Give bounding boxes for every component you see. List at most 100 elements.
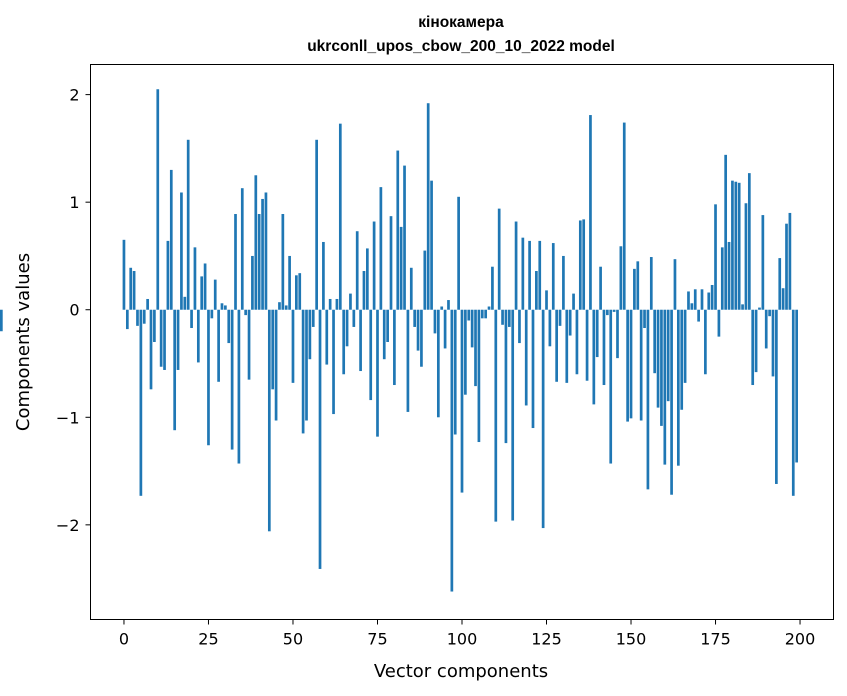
bar	[355, 231, 359, 310]
x-tick-label: 25	[198, 630, 218, 649]
bar	[264, 192, 268, 310]
bar	[295, 275, 298, 310]
bar	[416, 309, 420, 351]
bar	[234, 214, 237, 310]
bar	[633, 268, 636, 310]
bar	[379, 187, 383, 310]
bar	[575, 309, 579, 375]
bar	[227, 309, 231, 344]
bar	[507, 309, 511, 327]
x-tick-label: 100	[447, 630, 478, 649]
bar	[284, 305, 288, 310]
bar	[737, 182, 741, 310]
bar	[281, 214, 285, 310]
bar	[487, 306, 491, 310]
bar	[366, 248, 369, 310]
bar	[193, 247, 197, 310]
bar	[761, 215, 765, 310]
bar	[230, 309, 234, 450]
bar	[720, 247, 724, 310]
bar	[619, 246, 623, 310]
bar	[572, 293, 575, 310]
bar	[180, 192, 183, 310]
bar	[734, 181, 738, 310]
x-tick-label: 75	[367, 630, 387, 649]
bar	[771, 309, 775, 377]
bar	[369, 309, 373, 401]
bar	[362, 271, 366, 310]
bar	[791, 309, 795, 496]
bar	[308, 309, 312, 360]
bar	[795, 309, 798, 463]
bar	[464, 309, 467, 395]
bar	[288, 255, 291, 310]
bar	[775, 309, 778, 484]
bar	[345, 309, 349, 347]
bar	[393, 309, 396, 386]
y-axis-ticks: −2 −1 0 1 2	[56, 86, 91, 535]
bar	[136, 309, 139, 326]
bar	[132, 271, 136, 310]
bar	[210, 309, 214, 319]
bar	[396, 150, 400, 310]
bar	[565, 309, 569, 383]
bar	[338, 123, 342, 310]
bar	[457, 196, 460, 310]
bar	[433, 309, 437, 334]
bar	[153, 309, 156, 342]
bar	[501, 309, 504, 325]
bar	[538, 240, 542, 310]
bar	[788, 212, 792, 310]
bar	[349, 293, 352, 310]
bar	[589, 115, 592, 310]
bar	[342, 309, 346, 375]
bar	[278, 302, 281, 310]
bar	[511, 309, 515, 521]
bar	[244, 309, 248, 316]
bar	[666, 309, 670, 402]
bar	[653, 309, 657, 374]
bar	[727, 241, 731, 310]
bar	[318, 309, 322, 569]
chart-title: кінокамера	[418, 14, 504, 31]
bar	[731, 180, 734, 310]
bar	[690, 303, 694, 310]
bar	[754, 309, 758, 373]
y-tick-label: 1	[69, 193, 79, 212]
bar	[673, 259, 677, 310]
bar	[257, 214, 261, 310]
bar	[639, 309, 643, 421]
bars-group	[0, 89, 798, 592]
bar	[267, 309, 271, 532]
bar	[497, 208, 501, 310]
bar	[261, 198, 264, 310]
bar	[190, 309, 193, 329]
bar	[555, 309, 558, 382]
bar	[676, 309, 680, 466]
bar	[710, 284, 714, 310]
bar	[649, 257, 653, 310]
bar	[169, 169, 173, 310]
bar	[359, 309, 362, 372]
bar	[646, 309, 650, 490]
bar	[545, 290, 548, 310]
bar	[166, 240, 170, 310]
bar	[548, 309, 552, 347]
bar	[298, 273, 302, 310]
bar	[551, 243, 555, 310]
bar	[274, 309, 278, 421]
bar	[332, 309, 335, 415]
bar	[352, 309, 356, 327]
bar	[470, 309, 474, 348]
bar	[764, 309, 768, 349]
bar	[224, 305, 227, 310]
bar	[629, 309, 633, 419]
bar	[254, 175, 258, 310]
bar	[541, 309, 545, 529]
bar	[386, 309, 389, 342]
bar	[724, 154, 728, 310]
bar	[315, 139, 318, 310]
y-tick-label: 0	[69, 301, 79, 320]
bar	[122, 239, 126, 310]
bar	[376, 309, 379, 437]
